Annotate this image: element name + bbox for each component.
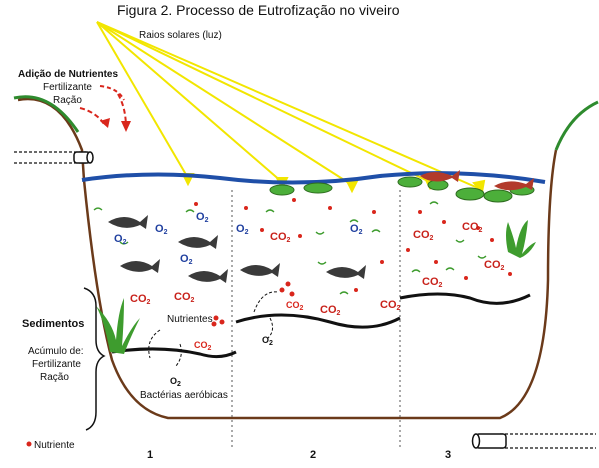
- sediments-label: Sedimentos: [22, 318, 84, 330]
- fertilizer-label: Fertilizante: [43, 82, 92, 93]
- sun-rays: [96, 21, 486, 195]
- stage-2-label: 2: [310, 449, 316, 461]
- plankton-particles: [93, 201, 487, 295]
- stage-1-label: 1: [147, 449, 153, 461]
- nutrient-dots: [194, 198, 512, 327]
- svg-text:CO2: CO2: [422, 276, 443, 289]
- sunlight-label: Raios solares (luz): [139, 30, 222, 41]
- stage-3-label: 3: [445, 449, 451, 461]
- svg-text:O2: O2: [196, 211, 209, 224]
- accumulation-label-2: Fertilizante: [32, 359, 81, 370]
- svg-text:CO2: CO2: [484, 259, 505, 272]
- inlet-pipe: [14, 151, 94, 164]
- nutrient-addition-label: Adição de Nutrientes: [18, 69, 118, 80]
- accumulation-label-3: Ração: [40, 372, 69, 383]
- o2-labels: O2 O2 O2 O2 O2 O2 O2 O2: [114, 211, 363, 388]
- co2-labels: CO2 CO2 CO2 CO2 CO2 CO2 CO2 CO2 CO2 CO2 …: [130, 221, 505, 352]
- aerobic-bacteria-label: Bactérias aeróbicas: [140, 390, 228, 401]
- feed-label: Ração: [53, 95, 82, 106]
- svg-text:O2: O2: [262, 335, 273, 347]
- live-fish: [108, 215, 366, 283]
- sediment-lines: [111, 292, 531, 359]
- water-surface: [81, 171, 546, 185]
- outlet-pipe: [471, 433, 596, 449]
- svg-text:O2: O2: [170, 376, 181, 388]
- svg-text:CO2: CO2: [380, 299, 401, 312]
- dead-fish: [420, 170, 534, 191]
- svg-text:O2: O2: [236, 223, 249, 236]
- water-plants: [96, 220, 536, 354]
- figure-title: Figura 2. Processo de Eutrofização no vi…: [117, 2, 400, 18]
- svg-text:O2: O2: [180, 253, 193, 266]
- svg-text:CO2: CO2: [286, 300, 304, 312]
- nutrients-label: Nutrientes: [167, 314, 213, 325]
- svg-text:CO2: CO2: [462, 221, 483, 234]
- nutrient-cycle-arrows: [148, 291, 279, 367]
- svg-text:CO2: CO2: [194, 340, 212, 352]
- svg-text:O2: O2: [350, 223, 363, 236]
- svg-text:O2: O2: [155, 223, 168, 236]
- accumulation-label-1: Acúmulo de:: [28, 346, 84, 357]
- svg-text:CO2: CO2: [270, 231, 291, 244]
- svg-text:CO2: CO2: [174, 291, 195, 304]
- svg-text:CO2: CO2: [320, 304, 341, 317]
- legend-nutrient-dot: [26, 441, 32, 447]
- nutrient-input-arrows: [79, 85, 131, 132]
- stage-dividers: [231, 190, 401, 450]
- svg-text:O2: O2: [114, 233, 127, 246]
- legend-nutrient-label: Nutriente: [34, 440, 75, 451]
- svg-text:CO2: CO2: [130, 293, 151, 306]
- svg-text:CO2: CO2: [413, 229, 434, 242]
- pond-bank: [13, 95, 599, 420]
- sediment-bracket: [83, 287, 106, 431]
